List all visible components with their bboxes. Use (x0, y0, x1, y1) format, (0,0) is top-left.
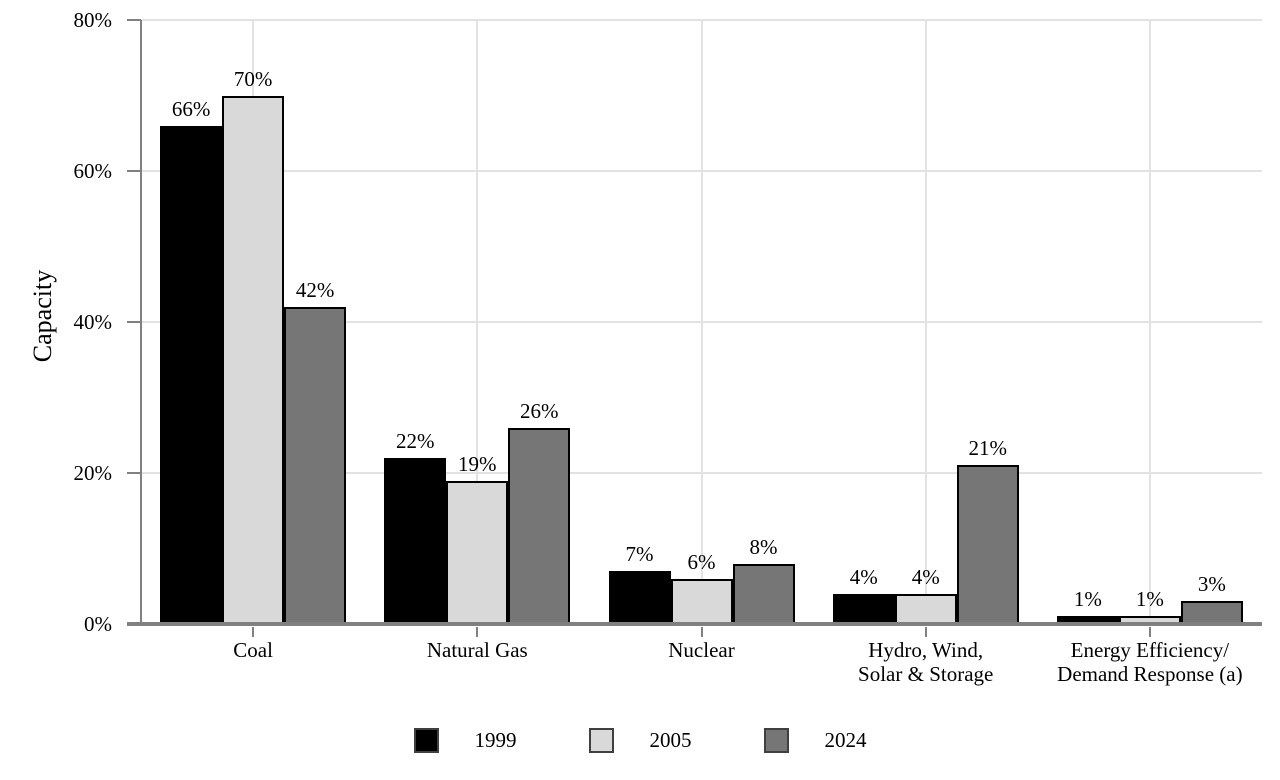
y-tick-label: 80% (73, 8, 113, 32)
bar-value-label: 6% (687, 549, 716, 574)
x-tick (1148, 627, 1151, 637)
x-tick (700, 627, 703, 637)
bar-value-label: 1% (1135, 587, 1164, 612)
x-tick (252, 627, 255, 637)
y-tick-label: 60% (73, 159, 113, 183)
bar-1999 (384, 457, 447, 624)
bar-value-label: 19% (458, 451, 497, 476)
category-label: Energy Efficiency/Demand Response (a) (1030, 638, 1270, 686)
bar-value-label: 42% (295, 277, 335, 302)
legend-swatch-1999 (413, 727, 439, 753)
category-label: Coal (133, 638, 373, 662)
category-label-line: Demand Response (a) (1057, 662, 1243, 686)
legend-item: 2024 (763, 727, 867, 753)
legend-swatch-2024 (763, 727, 789, 753)
bar-1999 (608, 571, 671, 624)
category-label: Natural Gas (357, 638, 597, 662)
y-tick (127, 321, 141, 323)
y-axis-line (140, 20, 142, 624)
bar-value-label: 8% (749, 534, 778, 559)
bar-value-label: 7% (625, 542, 654, 567)
v-gridline (1148, 20, 1151, 624)
bar-value-label: 70% (233, 66, 273, 91)
category-label-line: Coal (233, 638, 273, 662)
bar-2024 (284, 306, 347, 624)
bar-1999 (160, 125, 223, 624)
x-axis-line (127, 622, 1262, 626)
bar-2024 (508, 427, 571, 624)
legend-item: 2005 (588, 727, 692, 753)
y-tick-label: 0% (84, 612, 112, 636)
bar-2005 (670, 578, 733, 624)
bar-2005 (222, 95, 285, 624)
category-label-line: Nuclear (668, 638, 735, 662)
y-tick (127, 472, 141, 474)
category-label-line: Solar & Storage (858, 662, 994, 686)
x-tick (476, 627, 479, 637)
legend: 1999 2005 2024 (0, 726, 1280, 754)
y-tick (127, 19, 141, 21)
bar-2024 (956, 465, 1019, 624)
y-tick (127, 170, 141, 172)
bar-value-label: 4% (849, 564, 878, 589)
legend-label: 2024 (824, 727, 867, 752)
bar-1999 (832, 593, 895, 624)
bar-value-label: 66% (171, 96, 211, 121)
bar-value-label: 21% (968, 436, 1007, 461)
bar-2005 (894, 593, 957, 624)
bar-value-label: 1% (1073, 587, 1102, 612)
bar-value-label: 4% (911, 564, 940, 589)
legend-item: 1999 (413, 727, 517, 753)
legend-label: 1999 (474, 727, 517, 752)
plot-area: Coal Natural Gas Nuclear Hydro, Wind, Solar … (74, 8, 1262, 686)
y-tick-label: 20% (73, 461, 113, 485)
v-gridline (700, 20, 703, 624)
x-tick (924, 627, 927, 637)
category-label: Nuclear (582, 638, 822, 662)
bar-2024 (1180, 601, 1243, 624)
category-label: Hydro, Wind, Solar & Storage (806, 638, 1046, 686)
bar-2005 (446, 480, 509, 624)
bar-value-label: 3% (1197, 572, 1226, 597)
category-label-line: Hydro, Wind, (868, 638, 984, 662)
category-label-line: Natural Gas (426, 638, 528, 662)
legend-swatch-2005 (588, 727, 614, 753)
legend-label: 2005 (649, 727, 692, 752)
v-gridline (924, 20, 927, 624)
bar-2024 (732, 563, 795, 624)
v-gridline (476, 20, 479, 624)
y-tick (127, 623, 141, 625)
category-label-line: Energy Efficiency/ (1070, 638, 1230, 662)
y-tick-label: 40% (73, 310, 113, 334)
bar-value-label: 26% (520, 398, 559, 423)
bar-value-label: 22% (396, 428, 435, 453)
